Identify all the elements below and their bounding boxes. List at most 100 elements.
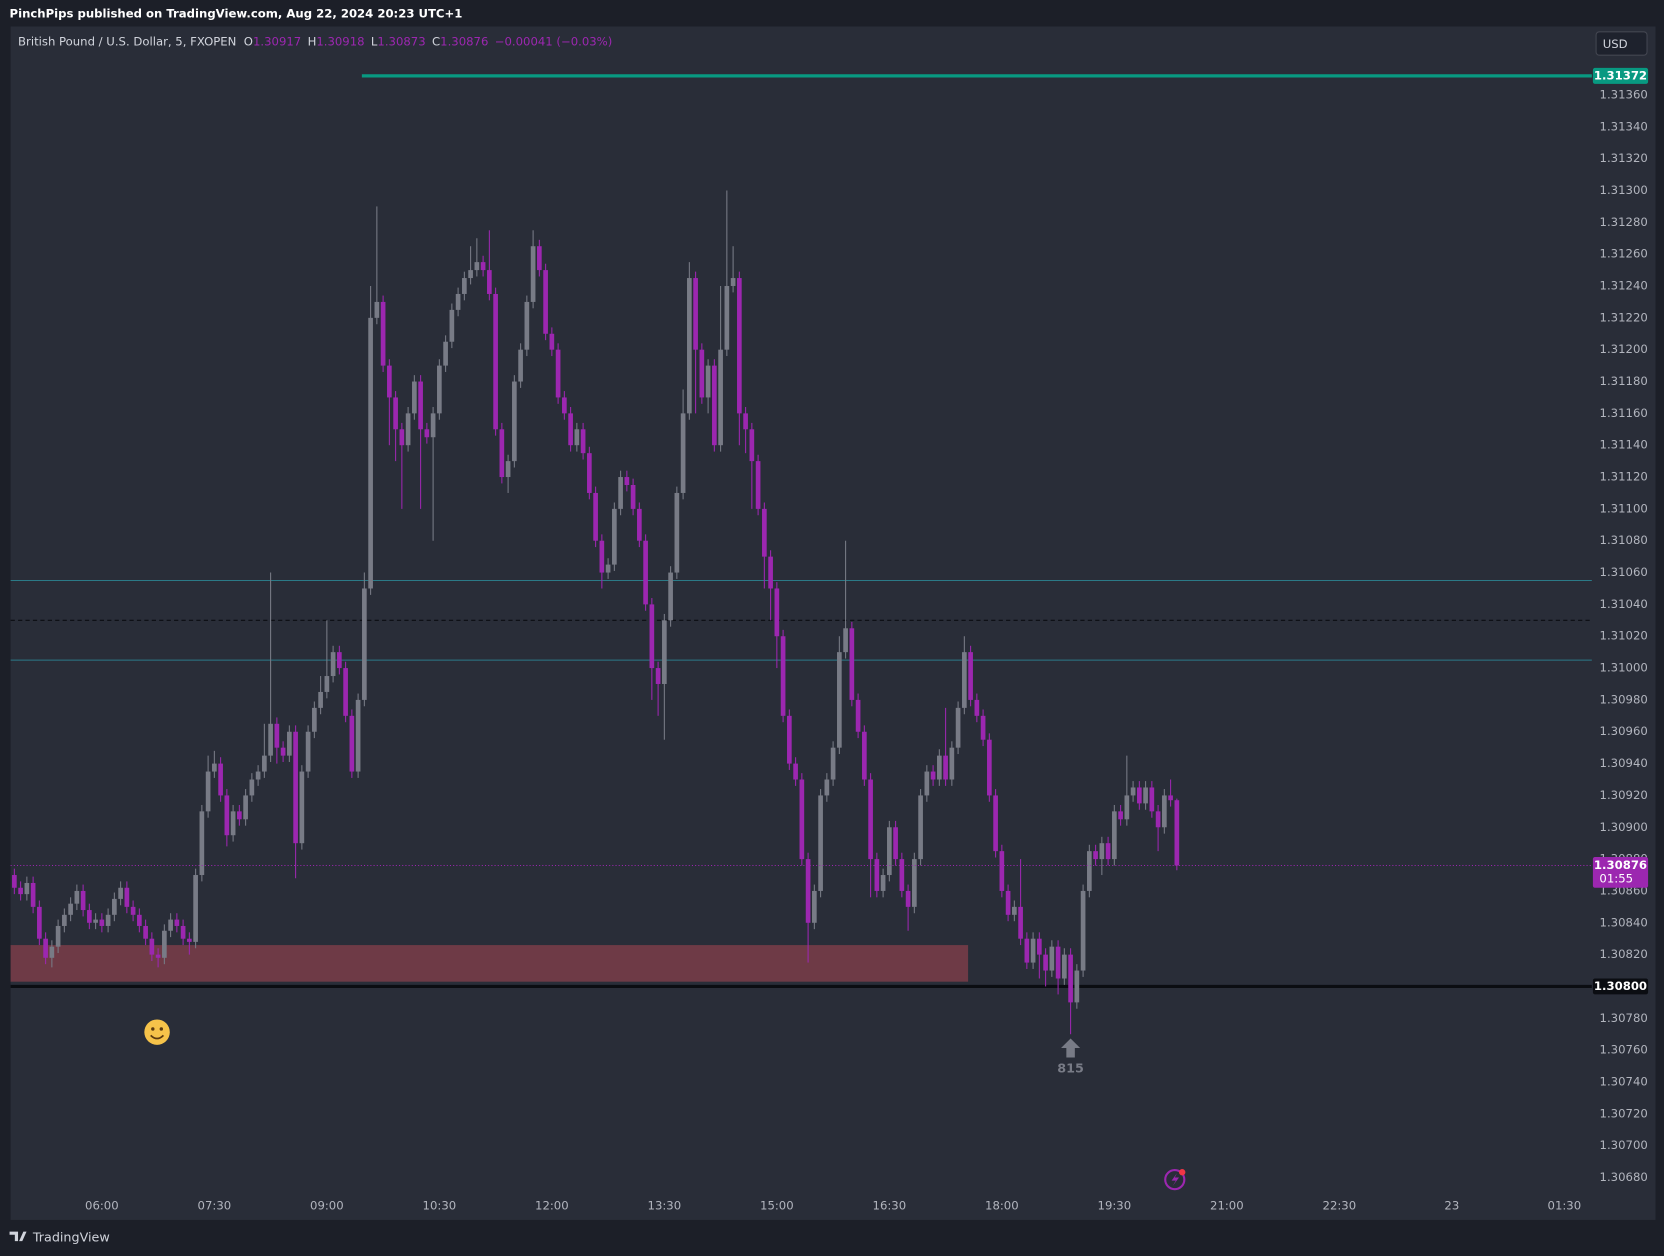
- candle-body: [268, 723, 273, 756]
- candle-body: [355, 699, 361, 772]
- currency-label[interactable]: USD: [1603, 37, 1628, 51]
- x-tick-label: 12:00: [535, 1199, 569, 1213]
- candle-body: [387, 365, 392, 398]
- candle-body: [830, 747, 836, 780]
- x-tick-label: 10:30: [423, 1199, 457, 1213]
- candle-body: [1087, 851, 1092, 891]
- candle-body: [668, 572, 673, 621]
- candle-body: [12, 875, 17, 888]
- ohlc-value: 1.30873: [377, 34, 425, 48]
- candle-body: [318, 691, 323, 708]
- candle-body: [1099, 843, 1105, 860]
- candle-body: [312, 707, 317, 732]
- candle-body: [193, 875, 198, 942]
- y-tick-label: 1.31260: [1600, 247, 1648, 261]
- candle-body: [480, 262, 486, 271]
- candle-body: [899, 859, 905, 891]
- ohlc-value: 1.30917: [253, 34, 301, 48]
- candle-body: [80, 890, 86, 911]
- candle-body: [999, 851, 1005, 891]
- candle-body: [24, 882, 30, 895]
- candle-body: [574, 429, 580, 446]
- candle-body: [1037, 938, 1042, 955]
- candle-body: [18, 887, 23, 895]
- candle-body: [943, 755, 948, 780]
- candle-body: [224, 795, 230, 836]
- candle-body: [649, 604, 655, 669]
- alert-icon[interactable]: [1164, 1169, 1186, 1191]
- candle-body: [974, 699, 980, 716]
- candle-body: [674, 492, 680, 573]
- y-tick-label: 1.31160: [1600, 406, 1648, 420]
- x-tick-label: 01:30: [1548, 1199, 1582, 1213]
- ohlc-letter: H: [308, 34, 317, 48]
- candle-body: [880, 875, 886, 891]
- candle-body: [68, 903, 73, 915]
- candle-body: [905, 890, 911, 907]
- candle-body: [893, 827, 898, 860]
- candle-body: [793, 763, 798, 780]
- candle-body: [637, 508, 642, 541]
- candle-body: [993, 795, 998, 852]
- candle-body: [155, 954, 161, 958]
- y-tick-label: 1.30680: [1600, 1170, 1648, 1184]
- y-tick-label: 1.31100: [1600, 501, 1648, 515]
- plot-area: 1.30680 1.30700 1.30720 1.30740 1.30760 1.307…: [10, 74, 1648, 1213]
- footer-brand[interactable]: TradingView: [32, 1230, 110, 1245]
- candle-body: [787, 715, 792, 764]
- candle-body: [418, 381, 423, 430]
- x-tick-label: 13:30: [648, 1199, 682, 1213]
- y-tick-label: 1.31040: [1600, 597, 1648, 611]
- x-tick-label: 21:00: [1210, 1199, 1244, 1213]
- candle-body: [1055, 946, 1061, 979]
- candle-body: [768, 556, 773, 589]
- candle-body: [1155, 811, 1161, 828]
- y-tick-label: 1.30760: [1600, 1043, 1648, 1057]
- ohlc-value: 1.30918: [316, 34, 364, 48]
- candle-body: [168, 919, 173, 931]
- candle-body: [412, 381, 417, 414]
- candle-body: [330, 652, 336, 677]
- candle-body: [337, 652, 342, 669]
- ohlc-letter: C: [432, 34, 440, 48]
- candle-body: [474, 262, 480, 271]
- candle-body: [518, 349, 523, 382]
- candle-body: [1124, 795, 1130, 820]
- x-tick-label: 19:30: [1098, 1199, 1132, 1213]
- candle-body: [555, 349, 561, 398]
- currency-button[interactable]: [1595, 31, 1648, 56]
- candle-body: [537, 246, 542, 271]
- candle-body: [937, 755, 942, 780]
- countdown-label: 01:55: [1599, 872, 1633, 886]
- smiley-emoji: [144, 1019, 170, 1045]
- candle-body: [737, 278, 742, 414]
- y-tick-label: 1.30720: [1600, 1106, 1648, 1120]
- ohlc-value: 1.30876: [440, 34, 488, 48]
- candle-body: [618, 477, 623, 509]
- candle-body: [349, 715, 355, 772]
- candle-body: [455, 293, 461, 310]
- candle-body: [49, 946, 55, 958]
- candle-body: [93, 919, 98, 923]
- y-tick-label: 1.31280: [1600, 215, 1648, 229]
- candle-body: [918, 795, 923, 860]
- candle-body: [124, 887, 130, 907]
- candle-body: [262, 755, 267, 772]
- candle-body: [949, 747, 955, 780]
- y-tick-label: 1.31340: [1600, 119, 1648, 133]
- candle-body: [868, 779, 873, 860]
- symbol-legend: British Pound / U.S. Dollar, 5, FXOPEN O1…: [18, 34, 612, 48]
- y-tick-label: 1.31020: [1600, 629, 1648, 643]
- y-tick-label: 1.31180: [1600, 374, 1648, 388]
- x-tick-label: 06:00: [85, 1199, 119, 1213]
- candle-body: [624, 477, 630, 485]
- candle-body: [599, 540, 605, 573]
- candle-body: [955, 707, 961, 748]
- candle-body: [562, 397, 567, 414]
- candle-body: [324, 676, 330, 692]
- y-tick-label: 1.30820: [1600, 947, 1648, 961]
- candle-body: [1068, 954, 1073, 1003]
- candle-body: [930, 771, 936, 780]
- candle-body: [612, 508, 617, 565]
